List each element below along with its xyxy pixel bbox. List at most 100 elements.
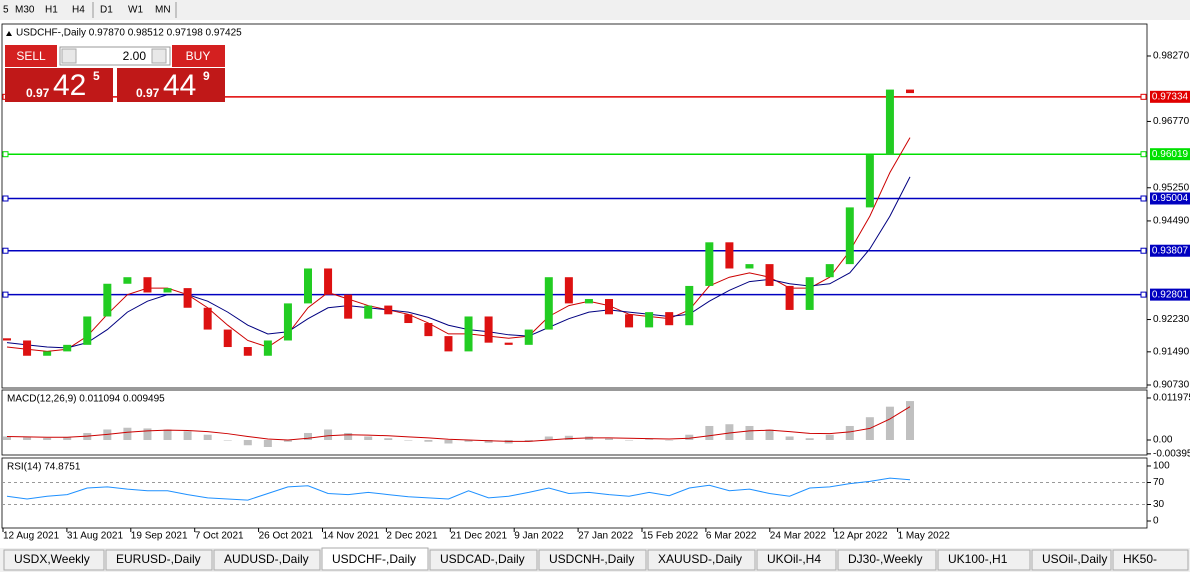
tab[interactable] <box>1031 549 1112 571</box>
x-tick-label: 7 Oct 2021 <box>195 531 244 542</box>
tab-label: USDCNH-,Daily <box>549 552 634 566</box>
x-tick-label: 14 Nov 2021 <box>323 531 380 542</box>
tab-label: USDX,Weekly <box>14 552 90 566</box>
candle <box>504 342 513 345</box>
tab-label: AUDUSD-,Daily <box>224 552 309 566</box>
macd-bar <box>745 425 754 440</box>
candle <box>625 314 634 328</box>
level-handle <box>2 291 9 298</box>
lots-down[interactable] <box>61 48 77 64</box>
candle <box>665 312 674 326</box>
x-tick-label: 21 Dec 2021 <box>450 531 507 542</box>
tab[interactable] <box>105 549 213 571</box>
candle <box>404 314 413 324</box>
candle <box>785 285 794 310</box>
tab-label: UKOil-,H4 <box>767 552 821 566</box>
tab[interactable] <box>837 549 937 571</box>
tab-label: UK100-,H1 <box>948 552 1008 566</box>
macd-bar <box>906 401 914 440</box>
timeframe-button[interactable]: W1 <box>128 5 143 16</box>
candle <box>344 294 353 319</box>
y-tick-label: -0.00395 <box>1153 448 1190 459</box>
candle <box>725 242 734 269</box>
level-tag <box>1150 192 1190 205</box>
bid-big: 42 <box>53 69 86 102</box>
macd-bar <box>625 439 634 441</box>
candle <box>605 299 613 315</box>
ask-small: 9 <box>203 69 210 83</box>
candle <box>745 264 754 269</box>
y-tick-label: 0.90730 <box>1153 380 1190 391</box>
macd-bar <box>263 439 272 448</box>
candle <box>123 277 132 284</box>
timeframe-button[interactable]: MN <box>155 5 171 16</box>
x-tick-label: 24 Mar 2022 <box>770 531 827 542</box>
tab-label: EURUSD-,Daily <box>116 552 201 566</box>
candle <box>825 264 834 278</box>
x-tick-label: 27 Jan 2022 <box>578 531 633 542</box>
macd-bar <box>725 424 734 440</box>
y-tick-label: 0.98270 <box>1153 51 1190 62</box>
lots-input[interactable] <box>59 46 171 66</box>
bid-small: 5 <box>93 69 100 83</box>
bid-box[interactable] <box>5 68 113 102</box>
tab[interactable] <box>3 549 105 571</box>
y-tick-label: 0.011975 <box>1153 393 1190 404</box>
macd-bar <box>564 435 573 440</box>
macd-bar <box>324 429 333 440</box>
candle <box>63 344 72 352</box>
timeframe-button[interactable]: H4 <box>72 5 85 16</box>
timeframe-button[interactable]: H1 <box>45 5 58 16</box>
level-handle <box>1140 247 1147 254</box>
timeframe-button[interactable]: 5 <box>3 5 9 16</box>
macd-bar <box>243 439 252 446</box>
candle <box>464 316 473 352</box>
tab[interactable] <box>321 547 429 571</box>
macd-bar <box>283 439 292 442</box>
tab[interactable] <box>213 549 321 571</box>
candle <box>223 329 232 348</box>
timeframe-button[interactable]: D1 <box>100 5 113 16</box>
macd-bar <box>63 437 72 440</box>
level-handle <box>1140 151 1147 158</box>
lots-up[interactable] <box>151 48 167 64</box>
macd-bar <box>203 434 212 440</box>
level-tag <box>1150 90 1190 103</box>
macd-bar <box>845 425 854 440</box>
candle <box>3 338 11 341</box>
candle <box>163 288 172 293</box>
tab[interactable] <box>937 549 1031 571</box>
tab[interactable] <box>429 549 538 571</box>
level-handle <box>1140 93 1147 100</box>
y-tick-label: 100 <box>1153 461 1170 472</box>
macd-bar <box>364 436 373 440</box>
tab[interactable] <box>647 549 756 571</box>
candle <box>283 303 292 341</box>
level-label: 0.96019 <box>1152 149 1189 160</box>
candle <box>845 207 854 265</box>
y-tick-label: 0.96770 <box>1153 116 1190 127</box>
macd-bar <box>885 406 894 440</box>
tab[interactable] <box>756 549 837 571</box>
lots-value: 2.00 <box>123 49 147 63</box>
tab[interactable] <box>538 549 647 571</box>
candle <box>885 89 894 156</box>
sell-button[interactable] <box>5 45 57 67</box>
buy-button[interactable] <box>172 45 225 67</box>
timeframe-button[interactable]: M30 <box>15 5 35 16</box>
macd-bar <box>23 437 32 440</box>
macd-bar <box>404 439 413 441</box>
level-handle <box>1140 195 1147 202</box>
candle <box>424 323 433 337</box>
candle <box>103 283 112 317</box>
tab[interactable] <box>1112 549 1189 571</box>
x-tick-label: 9 Jan 2022 <box>514 531 564 542</box>
candle <box>765 264 774 286</box>
ask-box[interactable] <box>117 68 225 102</box>
level-handle <box>2 247 9 254</box>
macd-bar <box>384 438 393 440</box>
tab-label: USOil-,Daily <box>1042 552 1107 566</box>
macd-bar <box>344 432 353 440</box>
macd-bar <box>43 437 52 440</box>
